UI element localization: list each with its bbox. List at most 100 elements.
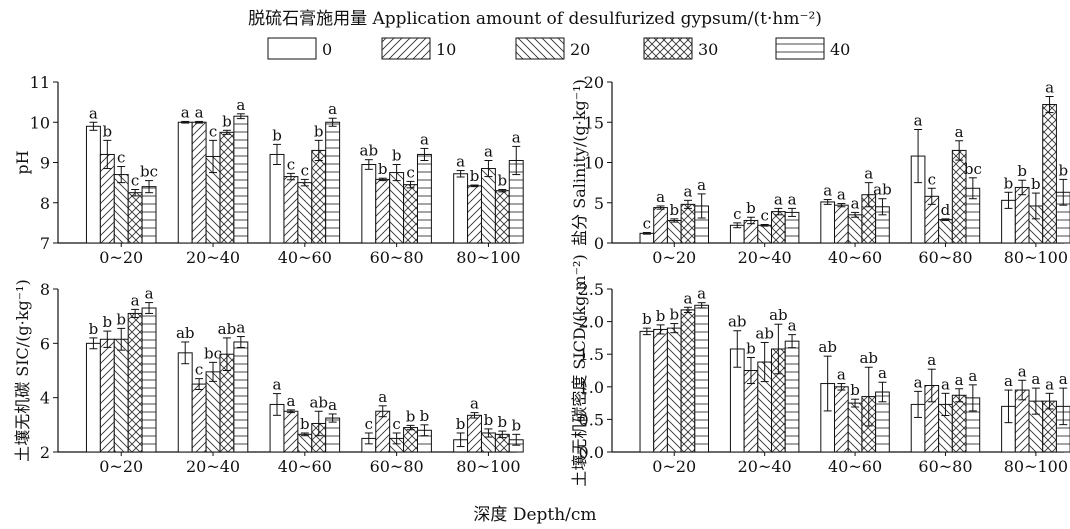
bar [269, 153, 285, 244]
significance-letter: b [89, 320, 99, 338]
significance-letter: ab [309, 393, 328, 411]
significance-letter: b [222, 112, 232, 130]
significance-letter: a [1018, 362, 1027, 380]
significance-letter: a [470, 395, 479, 413]
bar [85, 342, 101, 453]
significance-letter: a [484, 142, 493, 160]
significance-letter: ab [769, 306, 788, 324]
x-tick-label: 60~80 [918, 457, 972, 476]
significance-letter: a [1045, 375, 1054, 393]
significance-letter: a [145, 285, 154, 303]
bar [297, 182, 313, 244]
significance-letter: b [484, 411, 494, 429]
legend-swatch-0 [267, 37, 317, 60]
bar [784, 211, 800, 244]
x-tick-label: 80~100 [1004, 457, 1068, 476]
bar [416, 153, 432, 244]
significance-letter: b [669, 201, 679, 219]
significance-letter: b [103, 122, 113, 140]
significance-letter: b [272, 126, 282, 144]
significance-letter: a [788, 190, 797, 208]
x-tick-label: 80~100 [456, 457, 520, 476]
significance-letter: c [392, 415, 400, 433]
x-tick-label: 0~20 [99, 457, 143, 476]
significance-letter: c [406, 163, 414, 181]
significance-letter: b [1031, 175, 1041, 193]
bar [467, 414, 482, 453]
y-tick-label: 0 [594, 234, 604, 253]
bar [389, 172, 405, 244]
y-tick-label: 20 [584, 73, 604, 92]
bar [680, 309, 696, 453]
significance-letter: b [314, 122, 324, 140]
y-tick-label: 1.0 [579, 378, 604, 397]
significance-letter: b [378, 160, 388, 178]
bar [311, 149, 327, 244]
x-tick-label: 80~100 [456, 248, 520, 267]
y-axis-label: 盐分 Salinity/(g·kg⁻¹) [570, 79, 589, 246]
bar [177, 352, 193, 453]
significance-letter: a [328, 396, 337, 414]
bar [375, 410, 391, 453]
bar [834, 204, 849, 244]
y-axis-label: 土壤无机碳密度 SICD/(kg·m⁻²) [570, 254, 589, 486]
significance-letter: a [837, 186, 846, 204]
significance-letter: bc [204, 344, 222, 362]
significance-letter: a [89, 104, 98, 122]
bar [694, 304, 710, 453]
bar [680, 203, 696, 244]
bar [1014, 186, 1030, 244]
bar [325, 417, 341, 453]
bar [297, 433, 313, 453]
legend-label-0: 0 [322, 40, 332, 59]
significance-letter: b [470, 167, 480, 185]
bar [938, 219, 953, 244]
significance-letter: a [683, 289, 692, 307]
y-axis-label: pH [13, 150, 32, 174]
significance-letter: ab [360, 142, 379, 160]
bar [141, 307, 157, 453]
bar [757, 224, 773, 244]
legend-label-30: 30 [698, 40, 718, 59]
x-tick-label: 40~60 [278, 248, 332, 267]
significance-letter: ab [818, 338, 837, 356]
y-axis-label: 土壤无机碳 SIC/(g·kg⁻¹) [13, 279, 32, 462]
bar [283, 410, 299, 453]
bar [639, 330, 655, 453]
significance-letter: d [941, 201, 951, 219]
x-tick-label: 60~80 [370, 457, 424, 476]
y-tick-label: 8 [40, 194, 50, 213]
bar [205, 371, 221, 453]
bar [141, 186, 157, 244]
legend-label-20: 20 [570, 40, 590, 59]
significance-letter: a [131, 291, 140, 309]
significance-letter: c [195, 361, 203, 379]
significance-letter: bc [964, 160, 982, 178]
significance-letter: b [392, 147, 402, 165]
x-tick-label: 0~20 [99, 248, 143, 267]
bar [375, 178, 391, 244]
significance-letter: a [512, 128, 521, 146]
significance-letter: b [746, 199, 756, 217]
significance-letter: b [116, 310, 126, 328]
significance-letter: a [656, 188, 665, 206]
bar [283, 176, 299, 244]
y-tick-label: 5 [594, 194, 604, 213]
legend-swatch-20 [515, 37, 565, 60]
significance-letter: c [117, 149, 125, 167]
y-tick-label: 7 [40, 234, 50, 253]
significance-letter: bc [140, 163, 158, 181]
legend-swatch-10 [381, 37, 431, 60]
significance-letter: c [301, 161, 309, 179]
x-tick-label: 60~80 [370, 248, 424, 267]
bar [191, 121, 207, 244]
x-tick-label: 80~100 [1004, 248, 1068, 267]
x-tick-label: 60~80 [918, 248, 972, 267]
bar [951, 394, 967, 453]
significance-letter: ab [218, 320, 237, 338]
x-tick-label: 40~60 [828, 457, 882, 476]
significance-letter: b [656, 307, 666, 325]
bar [85, 125, 101, 244]
